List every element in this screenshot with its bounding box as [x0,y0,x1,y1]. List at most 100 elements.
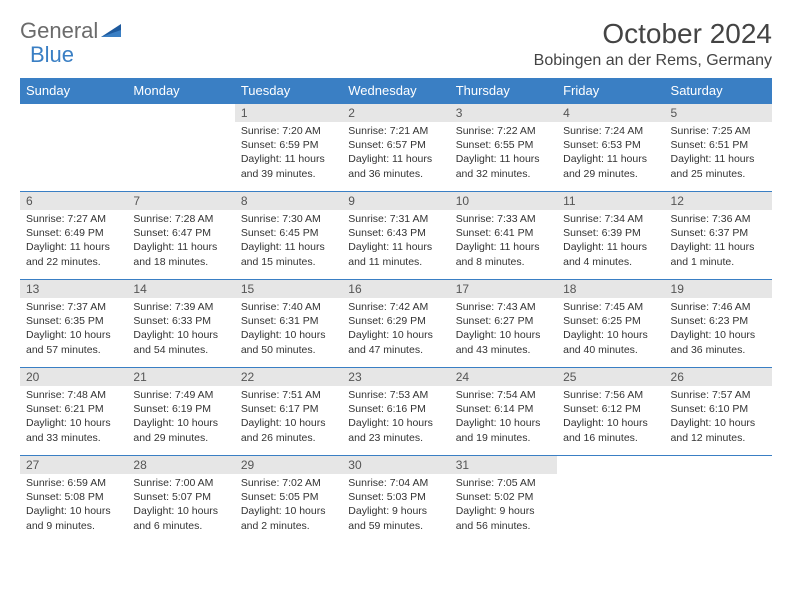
calendar-day-cell: 28Sunrise: 7:00 AMSunset: 5:07 PMDayligh… [127,456,234,544]
calendar-day-cell: 13Sunrise: 7:37 AMSunset: 6:35 PMDayligh… [20,280,127,368]
calendar-day-cell: 6Sunrise: 7:27 AMSunset: 6:49 PMDaylight… [20,192,127,280]
day-details: Sunrise: 6:59 AMSunset: 5:08 PMDaylight:… [20,474,127,537]
day-number: 2 [342,104,449,122]
calendar-week-row: 20Sunrise: 7:48 AMSunset: 6:21 PMDayligh… [20,368,772,456]
calendar-week-row: 6Sunrise: 7:27 AMSunset: 6:49 PMDaylight… [20,192,772,280]
calendar-empty-cell [20,104,127,192]
day-number: 18 [557,280,664,298]
day-details: Sunrise: 7:21 AMSunset: 6:57 PMDaylight:… [342,122,449,185]
day-details: Sunrise: 7:00 AMSunset: 5:07 PMDaylight:… [127,474,234,537]
calendar-day-cell: 22Sunrise: 7:51 AMSunset: 6:17 PMDayligh… [235,368,342,456]
day-details: Sunrise: 7:51 AMSunset: 6:17 PMDaylight:… [235,386,342,449]
day-number: 31 [450,456,557,474]
calendar-week-row: 13Sunrise: 7:37 AMSunset: 6:35 PMDayligh… [20,280,772,368]
day-details: Sunrise: 7:36 AMSunset: 6:37 PMDaylight:… [665,210,772,273]
logo-text-general: General [20,18,98,44]
day-details: Sunrise: 7:49 AMSunset: 6:19 PMDaylight:… [127,386,234,449]
title-block: October 2024 Bobingen an der Rems, Germa… [534,18,772,70]
calendar-day-cell: 18Sunrise: 7:45 AMSunset: 6:25 PMDayligh… [557,280,664,368]
calendar-day-cell: 20Sunrise: 7:48 AMSunset: 6:21 PMDayligh… [20,368,127,456]
calendar-day-cell: 1Sunrise: 7:20 AMSunset: 6:59 PMDaylight… [235,104,342,192]
day-details: Sunrise: 7:30 AMSunset: 6:45 PMDaylight:… [235,210,342,273]
day-details: Sunrise: 7:57 AMSunset: 6:10 PMDaylight:… [665,386,772,449]
location: Bobingen an der Rems, Germany [534,52,772,70]
day-number: 26 [665,368,772,386]
calendar-day-cell: 29Sunrise: 7:02 AMSunset: 5:05 PMDayligh… [235,456,342,544]
day-number: 19 [665,280,772,298]
day-number: 27 [20,456,127,474]
day-details: Sunrise: 7:48 AMSunset: 6:21 PMDaylight:… [20,386,127,449]
calendar-day-cell: 9Sunrise: 7:31 AMSunset: 6:43 PMDaylight… [342,192,449,280]
calendar-day-cell: 15Sunrise: 7:40 AMSunset: 6:31 PMDayligh… [235,280,342,368]
day-details: Sunrise: 7:34 AMSunset: 6:39 PMDaylight:… [557,210,664,273]
day-number: 25 [557,368,664,386]
calendar-day-cell: 23Sunrise: 7:53 AMSunset: 6:16 PMDayligh… [342,368,449,456]
month-title: October 2024 [534,18,772,50]
weekday-header: Thursday [450,78,557,104]
day-number: 22 [235,368,342,386]
day-number: 14 [127,280,234,298]
weekday-header: Tuesday [235,78,342,104]
day-number: 6 [20,192,127,210]
calendar-day-cell: 17Sunrise: 7:43 AMSunset: 6:27 PMDayligh… [450,280,557,368]
day-number: 11 [557,192,664,210]
day-details: Sunrise: 7:33 AMSunset: 6:41 PMDaylight:… [450,210,557,273]
day-details: Sunrise: 7:53 AMSunset: 6:16 PMDaylight:… [342,386,449,449]
calendar-header-row: SundayMondayTuesdayWednesdayThursdayFrid… [20,78,772,104]
day-details: Sunrise: 7:24 AMSunset: 6:53 PMDaylight:… [557,122,664,185]
day-number: 24 [450,368,557,386]
day-number: 29 [235,456,342,474]
day-number: 16 [342,280,449,298]
calendar-day-cell: 10Sunrise: 7:33 AMSunset: 6:41 PMDayligh… [450,192,557,280]
calendar-table: SundayMondayTuesdayWednesdayThursdayFrid… [20,78,772,544]
day-details: Sunrise: 7:37 AMSunset: 6:35 PMDaylight:… [20,298,127,361]
calendar-day-cell: 11Sunrise: 7:34 AMSunset: 6:39 PMDayligh… [557,192,664,280]
calendar-day-cell: 2Sunrise: 7:21 AMSunset: 6:57 PMDaylight… [342,104,449,192]
day-number: 8 [235,192,342,210]
logo: General [20,18,122,44]
day-number: 15 [235,280,342,298]
calendar-empty-cell [665,456,772,544]
calendar-week-row: 27Sunrise: 6:59 AMSunset: 5:08 PMDayligh… [20,456,772,544]
day-details: Sunrise: 7:43 AMSunset: 6:27 PMDaylight:… [450,298,557,361]
day-number: 3 [450,104,557,122]
day-number: 20 [20,368,127,386]
day-number: 12 [665,192,772,210]
day-details: Sunrise: 7:27 AMSunset: 6:49 PMDaylight:… [20,210,127,273]
calendar-week-row: 1Sunrise: 7:20 AMSunset: 6:59 PMDaylight… [20,104,772,192]
day-number: 28 [127,456,234,474]
logo-blue-text: Blue [30,42,74,68]
day-number: 4 [557,104,664,122]
day-number: 30 [342,456,449,474]
calendar-day-cell: 12Sunrise: 7:36 AMSunset: 6:37 PMDayligh… [665,192,772,280]
day-number: 13 [20,280,127,298]
day-details: Sunrise: 7:56 AMSunset: 6:12 PMDaylight:… [557,386,664,449]
day-details: Sunrise: 7:31 AMSunset: 6:43 PMDaylight:… [342,210,449,273]
calendar-body: 1Sunrise: 7:20 AMSunset: 6:59 PMDaylight… [20,104,772,544]
day-number: 21 [127,368,234,386]
calendar-day-cell: 7Sunrise: 7:28 AMSunset: 6:47 PMDaylight… [127,192,234,280]
day-details: Sunrise: 7:45 AMSunset: 6:25 PMDaylight:… [557,298,664,361]
calendar-day-cell: 24Sunrise: 7:54 AMSunset: 6:14 PMDayligh… [450,368,557,456]
day-details: Sunrise: 7:22 AMSunset: 6:55 PMDaylight:… [450,122,557,185]
calendar-day-cell: 5Sunrise: 7:25 AMSunset: 6:51 PMDaylight… [665,104,772,192]
day-details: Sunrise: 7:02 AMSunset: 5:05 PMDaylight:… [235,474,342,537]
day-number: 23 [342,368,449,386]
calendar-day-cell: 3Sunrise: 7:22 AMSunset: 6:55 PMDaylight… [450,104,557,192]
day-details: Sunrise: 7:42 AMSunset: 6:29 PMDaylight:… [342,298,449,361]
calendar-day-cell: 4Sunrise: 7:24 AMSunset: 6:53 PMDaylight… [557,104,664,192]
day-details: Sunrise: 7:46 AMSunset: 6:23 PMDaylight:… [665,298,772,361]
day-details: Sunrise: 7:54 AMSunset: 6:14 PMDaylight:… [450,386,557,449]
calendar-page: General October 2024 Bobingen an der Rem… [0,0,792,612]
day-number: 5 [665,104,772,122]
day-number: 10 [450,192,557,210]
day-details: Sunrise: 7:40 AMSunset: 6:31 PMDaylight:… [235,298,342,361]
day-details: Sunrise: 7:28 AMSunset: 6:47 PMDaylight:… [127,210,234,273]
calendar-day-cell: 8Sunrise: 7:30 AMSunset: 6:45 PMDaylight… [235,192,342,280]
calendar-day-cell: 25Sunrise: 7:56 AMSunset: 6:12 PMDayligh… [557,368,664,456]
day-details: Sunrise: 7:04 AMSunset: 5:03 PMDaylight:… [342,474,449,537]
header: General October 2024 Bobingen an der Rem… [20,18,772,70]
calendar-day-cell: 31Sunrise: 7:05 AMSunset: 5:02 PMDayligh… [450,456,557,544]
calendar-day-cell: 19Sunrise: 7:46 AMSunset: 6:23 PMDayligh… [665,280,772,368]
calendar-day-cell: 26Sunrise: 7:57 AMSunset: 6:10 PMDayligh… [665,368,772,456]
